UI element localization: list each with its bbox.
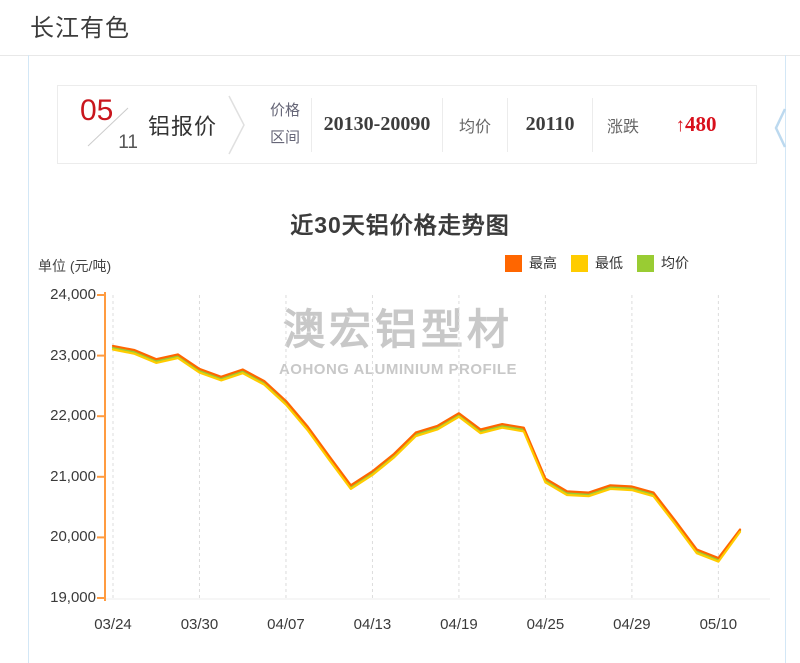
legend-swatch-average xyxy=(637,254,654,272)
legend-label-highest: 最高 xyxy=(529,255,557,271)
change-value: ↑480 xyxy=(653,112,739,137)
quote-bar[interactable]: 05 11 铝报价 价格 区间 20130-20090 均价 20110 涨跌 … xyxy=(57,85,757,164)
avg-price-value: 20110 xyxy=(525,113,575,135)
legend-item-highest[interactable]: 最高 xyxy=(505,253,557,273)
change-label: 涨跌 xyxy=(607,118,640,136)
change-amount: 480 xyxy=(685,112,717,136)
divider xyxy=(507,97,509,152)
price-range-label-line2: 区间 xyxy=(270,128,301,146)
divider xyxy=(442,97,444,152)
quote-day: 11 xyxy=(118,131,138,153)
avg-price-label: 均价 xyxy=(459,118,492,136)
legend-swatch-lowest xyxy=(571,254,588,272)
top-divider xyxy=(0,55,800,56)
x-axis-tick-label: 03/24 xyxy=(94,616,132,633)
y-axis-tick-label: 21,000 xyxy=(50,467,96,485)
date-slash-divider xyxy=(87,107,129,146)
up-arrow-icon: ↑ xyxy=(675,115,686,136)
carousel-prev-icon[interactable] xyxy=(772,107,790,149)
legend-swatch-highest xyxy=(505,254,522,272)
legend-item-average[interactable]: 均价 xyxy=(637,253,689,273)
price-range-label-line1: 价格 xyxy=(270,102,301,120)
legend-label-lowest: 最低 xyxy=(595,255,623,271)
product-name: 铝报价 xyxy=(148,113,218,139)
price-range-value: 20130-20090 xyxy=(323,113,431,135)
price-range-label: 价格 区间 xyxy=(259,98,311,151)
x-axis-tick-label: 05/10 xyxy=(699,616,738,633)
y-axis-tick-label: 20,000 xyxy=(50,528,96,546)
page-title: 长江有色 xyxy=(30,15,130,42)
x-axis-tick-label: 03/30 xyxy=(180,616,219,633)
main-panel xyxy=(28,55,786,663)
x-axis-tick-label: 04/29 xyxy=(613,616,651,633)
chart-unit-label: 单位 (元/吨) xyxy=(38,258,112,274)
x-axis-tick-label: 04/25 xyxy=(526,616,565,633)
legend-label-average: 均价 xyxy=(661,255,689,271)
y-axis-tick-label: 19,000 xyxy=(50,589,96,606)
y-axis-tick-label: 22,000 xyxy=(50,407,96,425)
chart-legend: 最高 最低 均价 xyxy=(505,253,703,273)
chart-title: 近30天铝价格走势图 xyxy=(290,212,510,238)
divider xyxy=(311,97,313,152)
divider xyxy=(592,97,594,152)
y-axis-tick-label: 24,000 xyxy=(50,286,96,303)
y-axis-tick-label: 23,000 xyxy=(50,346,96,364)
x-axis-tick-label: 04/07 xyxy=(267,616,305,633)
legend-item-lowest[interactable]: 最低 xyxy=(571,253,623,273)
quote-month: 05 xyxy=(80,93,114,127)
quote-date: 05 11 xyxy=(80,94,138,153)
x-axis-tick-label: 04/19 xyxy=(440,616,478,633)
chevron-right-icon xyxy=(228,95,245,154)
x-axis-tick-label: 04/13 xyxy=(353,616,392,633)
